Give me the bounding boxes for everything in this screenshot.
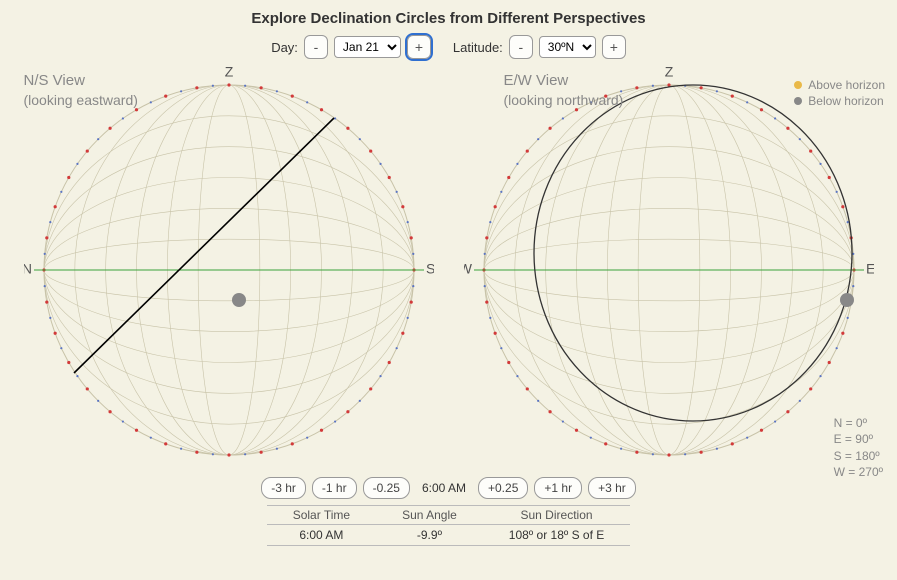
latitude-increment-button[interactable]: + bbox=[602, 35, 626, 59]
compass-n: N = 0º bbox=[834, 415, 883, 431]
legend-dot-above-icon bbox=[794, 81, 802, 89]
latitude-select[interactable]: 30ºN bbox=[539, 36, 596, 58]
compass-e: E = 90º bbox=[834, 431, 883, 447]
ns-view-sub: (looking eastward) bbox=[24, 91, 138, 109]
minus-025hr-button[interactable]: -0.25 bbox=[363, 477, 410, 499]
compass-w: W = 270º bbox=[834, 464, 883, 480]
top-controls: Day: - Jan 21 + Latitude: - 30ºN + bbox=[0, 35, 897, 59]
svg-text:Z: Z bbox=[224, 65, 233, 80]
minus-3hr-button[interactable]: -3 hr bbox=[261, 477, 306, 499]
day-select[interactable]: Jan 21 bbox=[334, 36, 401, 58]
readout-header-solar: Solar Time bbox=[267, 506, 376, 525]
readout-table: Solar Time Sun Angle Sun Direction 6:00 … bbox=[267, 505, 631, 546]
day-decrement-button[interactable]: - bbox=[304, 35, 328, 59]
ew-view-title: E/W View bbox=[504, 71, 624, 91]
page-title: Explore Declination Circles from Differe… bbox=[0, 0, 897, 27]
compass-s: S = 180º bbox=[834, 448, 883, 464]
svg-text:E: E bbox=[866, 261, 874, 277]
day-label: Day: bbox=[271, 40, 298, 55]
legend-above: Above horizon bbox=[794, 78, 885, 92]
ew-view-heading: E/W View (looking northward) bbox=[504, 71, 624, 109]
ew-view-svg: Z W E bbox=[464, 65, 874, 475]
svg-text:N: N bbox=[24, 261, 32, 277]
diagrams-row: N/S View (looking eastward) Z N S E/W View… bbox=[0, 65, 897, 475]
svg-text:Z: Z bbox=[664, 65, 673, 80]
legend-below: Below horizon bbox=[794, 94, 885, 108]
readout-header-dir: Sun Direction bbox=[483, 506, 631, 525]
readout-header-row: Solar Time Sun Angle Sun Direction bbox=[267, 506, 631, 525]
ns-view-panel: N/S View (looking eastward) Z N S bbox=[24, 65, 434, 475]
ns-view-title: N/S View bbox=[24, 71, 138, 91]
plus-3hr-button[interactable]: +3 hr bbox=[588, 477, 636, 499]
readout-dir: 108º or 18º S of E bbox=[483, 525, 631, 546]
latitude-decrement-button[interactable]: - bbox=[509, 35, 533, 59]
ew-view-panel: E/W View (looking northward) Z W E bbox=[464, 65, 874, 475]
latitude-label: Latitude: bbox=[453, 40, 503, 55]
time-display: 6:00 AM bbox=[416, 481, 472, 495]
ns-view-heading: N/S View (looking eastward) bbox=[24, 71, 138, 109]
readout-header-angle: Sun Angle bbox=[376, 506, 483, 525]
day-increment-button[interactable]: + bbox=[407, 35, 431, 59]
plus-025hr-button[interactable]: +0.25 bbox=[478, 477, 528, 499]
svg-text:W: W bbox=[464, 261, 473, 277]
minus-1hr-button[interactable]: -1 hr bbox=[312, 477, 357, 499]
ns-view-svg: Z N S bbox=[24, 65, 434, 475]
ew-view-sub: (looking northward) bbox=[504, 91, 624, 109]
svg-text:S: S bbox=[426, 261, 434, 277]
readout-angle: -9.9º bbox=[376, 525, 483, 546]
legend-above-label: Above horizon bbox=[808, 78, 885, 92]
readout-value-row: 6:00 AM -9.9º 108º or 18º S of E bbox=[267, 525, 631, 546]
legend: Above horizon Below horizon bbox=[794, 78, 885, 110]
legend-dot-below-icon bbox=[794, 97, 802, 105]
compass-key: N = 0º E = 90º S = 180º W = 270º bbox=[834, 415, 883, 480]
time-controls: -3 hr -1 hr -0.25 6:00 AM +0.25 +1 hr +3… bbox=[0, 477, 897, 499]
readout-solar: 6:00 AM bbox=[267, 525, 376, 546]
plus-1hr-button[interactable]: +1 hr bbox=[534, 477, 582, 499]
legend-below-label: Below horizon bbox=[808, 94, 883, 108]
